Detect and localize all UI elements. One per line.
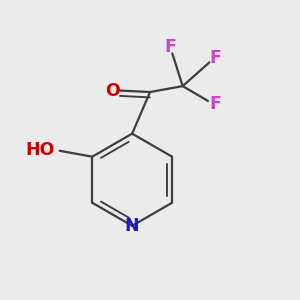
Text: F: F [165,38,177,56]
Text: F: F [209,49,221,67]
Text: HO: HO [26,141,55,159]
Text: O: O [106,82,120,100]
Text: F: F [209,95,221,113]
Text: N: N [125,217,140,235]
